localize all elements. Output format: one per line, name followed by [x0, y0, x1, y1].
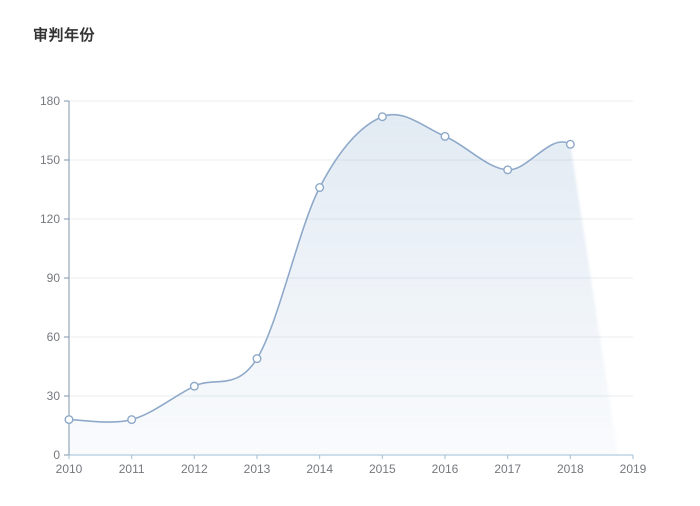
y-tick-label: 30: [47, 389, 61, 403]
x-tick-label: 2019: [620, 462, 647, 476]
x-tick-label: 2010: [56, 462, 83, 476]
y-tick-label: 90: [47, 271, 61, 285]
x-tick-label: 2016: [432, 462, 459, 476]
x-tick-label: 2012: [181, 462, 208, 476]
chart-title: 审判年份: [33, 27, 96, 44]
x-tick-label: 2018: [557, 462, 584, 476]
area-fill: [69, 114, 618, 455]
x-tick-label: 2011: [119, 462, 145, 476]
y-tick-label: 60: [47, 330, 61, 344]
x-axis-labels: 2010 2011 2012 2013 2014 2015 2016 2017 2018 2019: [56, 462, 647, 476]
y-axis-labels: 0 30 60 90 120 150 180: [40, 94, 60, 462]
series-line: [68, 113, 572, 423]
data-point[interactable]: [440, 131, 450, 141]
data-point[interactable]: [377, 112, 387, 122]
y-tick-label: 120: [40, 212, 60, 226]
data-point[interactable]: [503, 165, 513, 175]
x-tick-label: 2014: [306, 462, 333, 476]
data-point-markers: [64, 112, 575, 425]
y-tick-label: 180: [40, 94, 60, 108]
x-tick-label: 2013: [244, 462, 271, 476]
data-point[interactable]: [127, 415, 137, 425]
series-line-path: [68, 113, 572, 423]
data-point[interactable]: [252, 354, 262, 364]
data-point[interactable]: [189, 381, 199, 391]
series-area: [69, 114, 618, 455]
y-tick-label: 150: [40, 153, 60, 167]
x-tick-label: 2017: [494, 462, 521, 476]
x-tick-label: 2015: [369, 462, 396, 476]
y-tick-label: 0: [53, 448, 60, 462]
data-point[interactable]: [64, 415, 74, 425]
axes: [64, 100, 634, 459]
data-point[interactable]: [315, 183, 325, 193]
data-point[interactable]: [565, 139, 575, 149]
